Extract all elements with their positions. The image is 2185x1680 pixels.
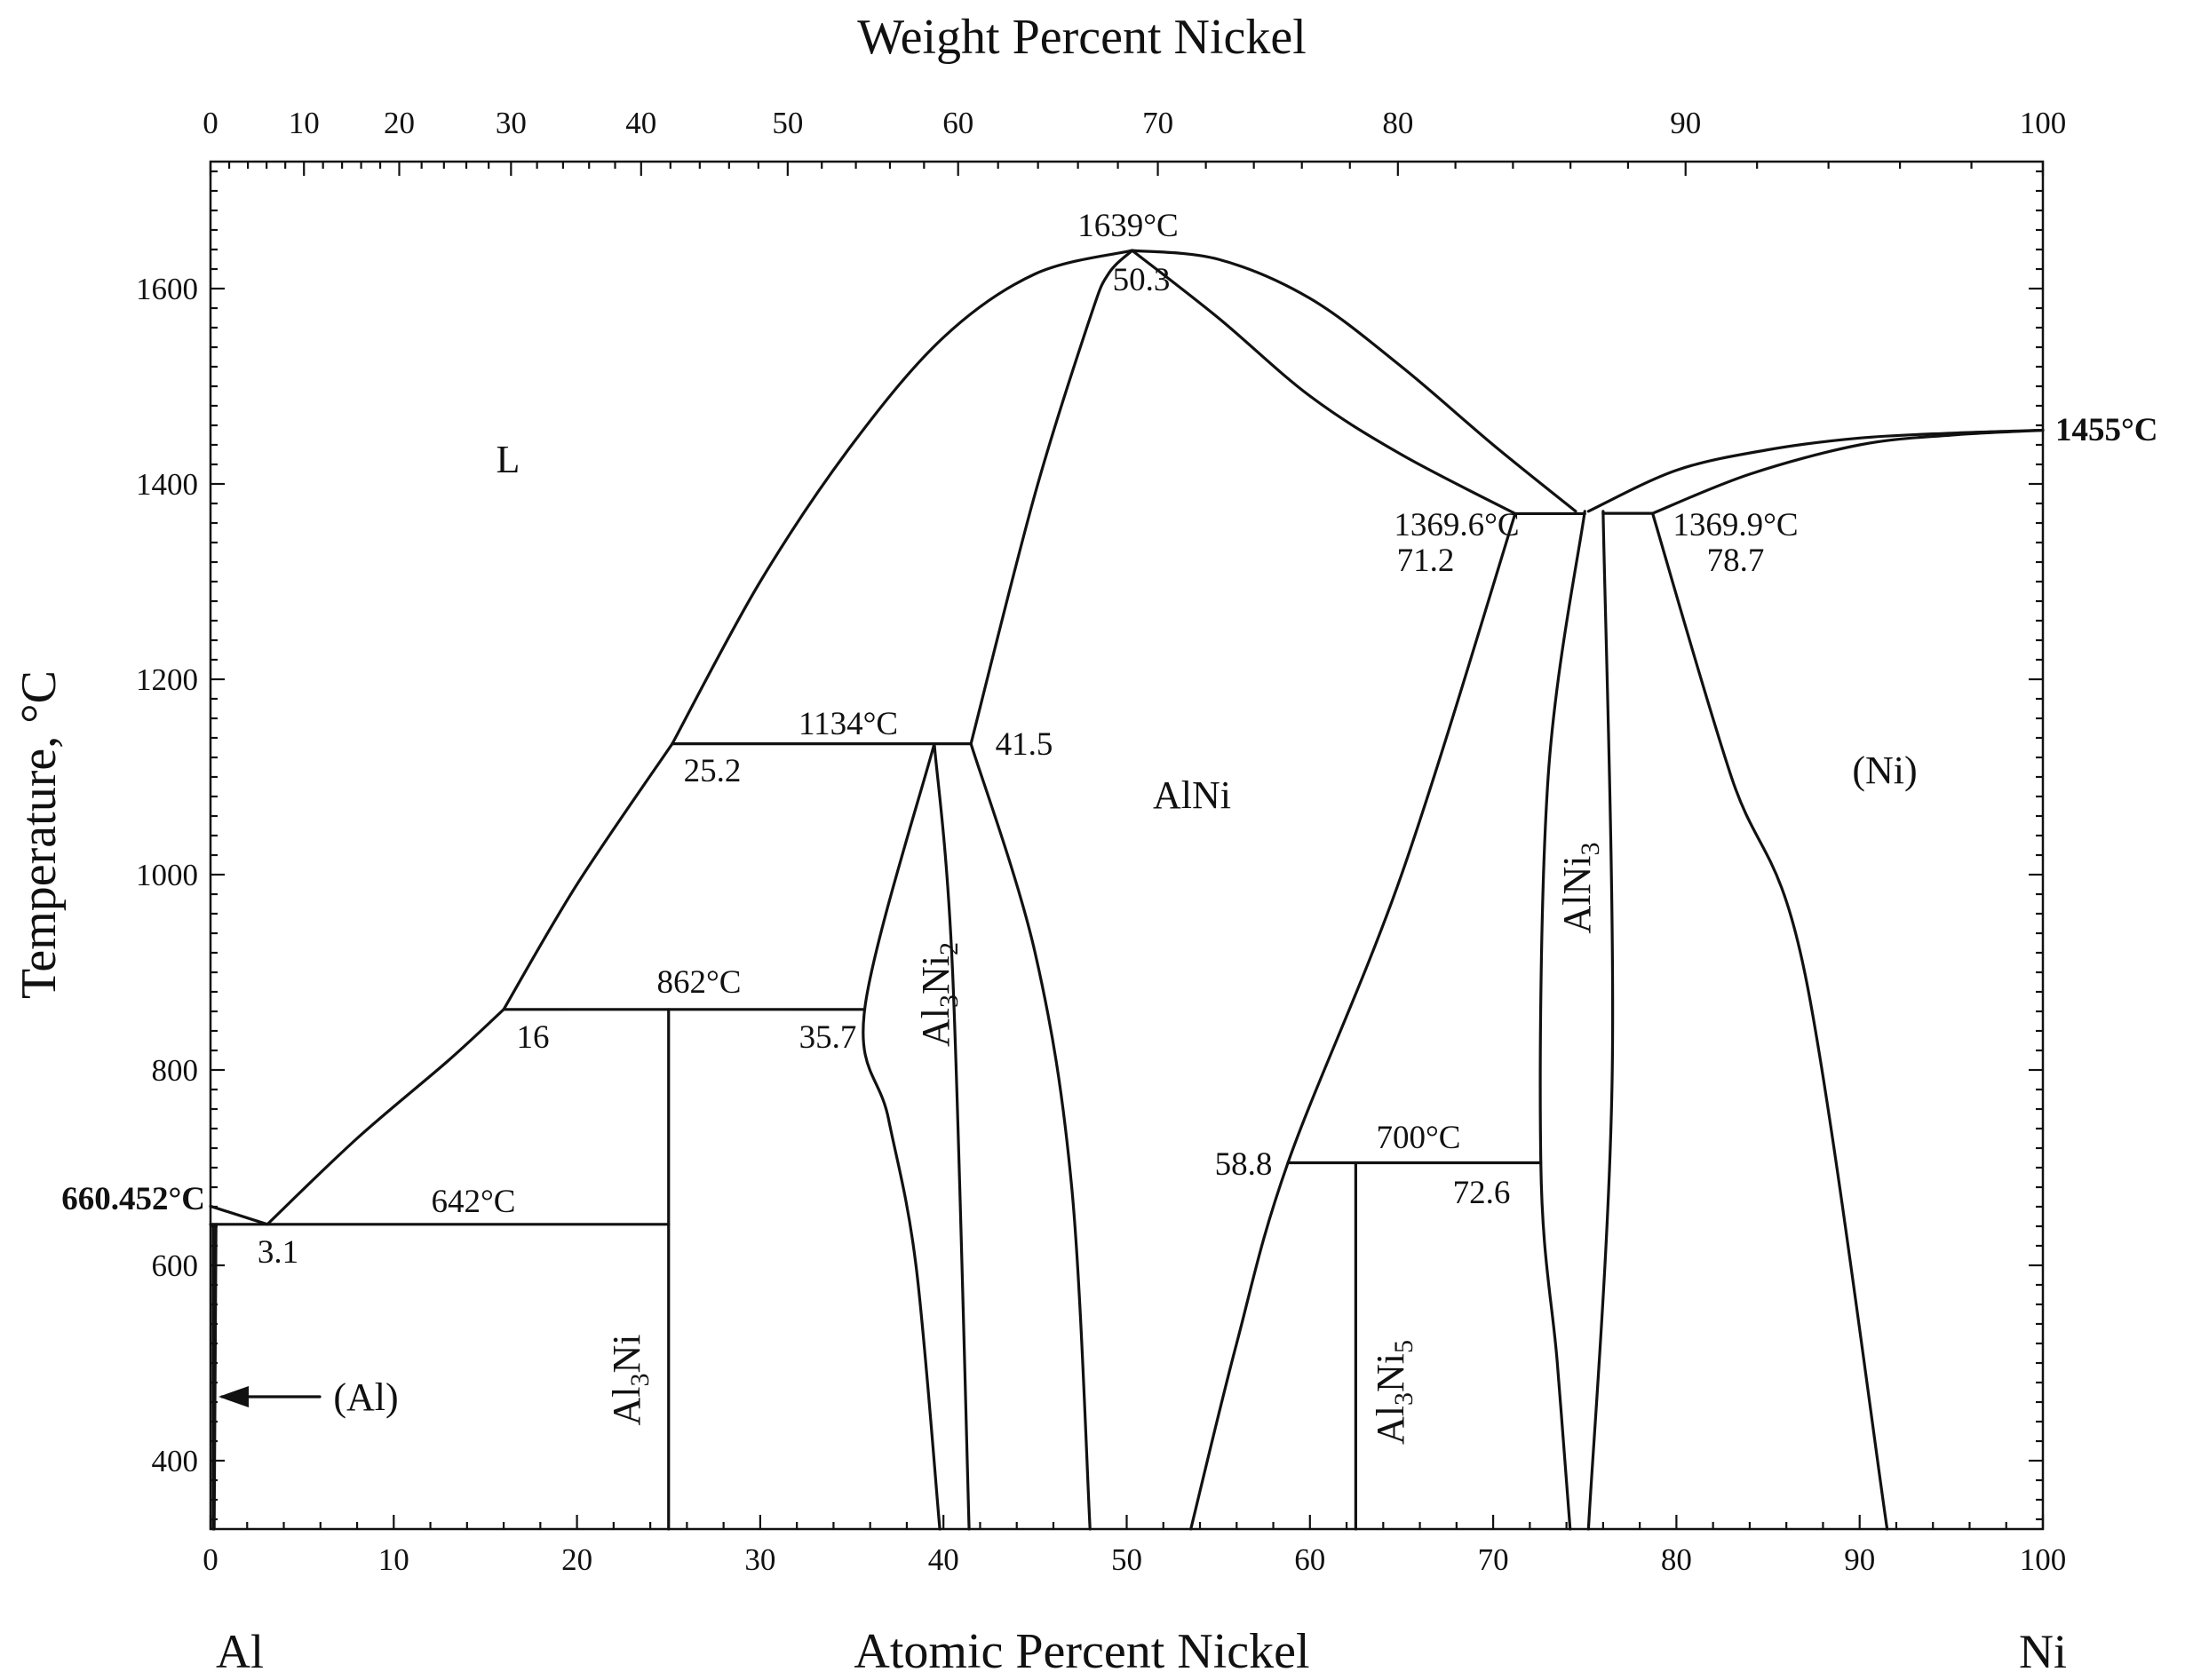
phase-label-al: (Al): [333, 1375, 398, 1419]
end-label-ni: Ni: [2019, 1625, 2067, 1678]
boundary-liquidus-alni-right: [1131, 249, 1577, 513]
y-tick-label: 1600: [136, 272, 198, 306]
x-tick-label: 60: [1294, 1542, 1325, 1577]
y-axis-title: Temperature, °C: [12, 670, 67, 999]
axis-ticks: 0 10 20 30 40 50 60 70 80 90 1000 10 20 30 40 50 60 70 80 9…: [136, 106, 2066, 1577]
x2-tick-label: 40: [625, 106, 656, 140]
boundary-alni3-left: [1538, 510, 1586, 1531]
isotherm-label-1639: 1639°C: [1077, 208, 1178, 244]
phase-label-alni: AlNi: [1153, 773, 1231, 817]
boundary-ni-solvus: [1650, 511, 1889, 1531]
boundary-liquidus-al3ni: [266, 1008, 505, 1226]
boundary-alni-solidus-left: [969, 249, 1134, 746]
boundary-solidus-alni-right: [1131, 249, 1517, 516]
x-tick-label: 20: [561, 1542, 592, 1577]
x-tick-label: 100: [2020, 1542, 2067, 1577]
x-tick-label: 90: [1844, 1542, 1875, 1577]
x2-tick-label: 70: [1142, 106, 1173, 140]
phase-label-liquid: L: [497, 438, 520, 481]
phase-label-al3ni5: Al3Ni5: [1369, 1340, 1418, 1445]
x-tick-label: 80: [1661, 1542, 1692, 1577]
y-tick-label: 800: [152, 1053, 199, 1088]
boundary-al3ni2-right: [933, 742, 971, 1531]
melting-point-al: 660.452°C: [61, 1181, 205, 1217]
isotherm-label-642: 642°C: [432, 1184, 516, 1220]
x2-axis-title: Weight Percent Nickel: [857, 10, 1307, 65]
y-tick-label: 1000: [136, 858, 198, 892]
plot-frame: [209, 160, 2045, 1531]
boundary-liquidus-al-dip: [209, 1204, 269, 1226]
composition-label-71-2: 71.2: [1397, 543, 1455, 579]
y-tick-label: 600: [152, 1248, 199, 1283]
y-tick-label: 400: [152, 1444, 199, 1478]
x-tick-label: 40: [928, 1542, 959, 1577]
phase-boundaries: [209, 249, 2045, 1531]
composition-label-16: 16: [517, 1019, 550, 1056]
x2-tick-label: 20: [384, 106, 415, 140]
boundary-solidus-ni: [1650, 428, 2045, 515]
x2-tick-label: 50: [772, 106, 803, 140]
x-tick-label: 10: [378, 1542, 409, 1577]
x2-tick-label: 60: [942, 106, 973, 140]
isotherm-label-700: 700°C: [1377, 1120, 1461, 1156]
x2-tick-label: 30: [496, 106, 527, 140]
composition-label-72-6: 72.6: [1453, 1175, 1511, 1211]
melting-point-ni: 1455°C: [2055, 412, 2158, 448]
composition-label-58-8: 58.8: [1215, 1146, 1273, 1183]
x-axis-title: Atomic Percent Nickel: [854, 1624, 1309, 1679]
composition-label-41-5: 41.5: [996, 726, 1053, 763]
x2-tick-label: 100: [2020, 106, 2067, 140]
x-tick-label: 0: [203, 1542, 218, 1577]
phase-label-alni3: AlNi3: [1555, 843, 1605, 934]
x-tick-label: 50: [1111, 1542, 1142, 1577]
isotherm-label-1369-6: 1369.6°C: [1394, 507, 1519, 543]
boundary-al3ni2-left: [862, 742, 942, 1531]
composition-label-25-2: 25.2: [684, 753, 742, 789]
boundary-liquidus-al3ni2: [502, 742, 674, 1011]
boundary-alni-solvus-left: [969, 742, 1092, 1531]
phase-label-ni: (Ni): [1852, 749, 1917, 792]
isotherm-label-1369-9: 1369.9°C: [1673, 507, 1798, 543]
boundary-liquidus-ni: [1586, 428, 2045, 513]
boundary-alni3-right: [1586, 510, 1615, 1531]
x2-tick-label: 90: [1670, 106, 1701, 140]
x2-tick-label: 10: [289, 106, 320, 140]
al-phase-arrow: [218, 1386, 322, 1407]
composition-label-35-7: 35.7: [799, 1019, 857, 1056]
phase-label-al3ni: Al3Ni: [605, 1335, 655, 1426]
boundary-liquidus-alni-left: [671, 249, 1134, 746]
x-tick-label: 30: [744, 1542, 775, 1577]
composition-label-78-7: 78.7: [1707, 543, 1765, 579]
phase-label-al3ni2: Al3Ni2: [914, 942, 964, 1047]
isotherm-label-1134: 1134°C: [799, 706, 898, 742]
x2-tick-label: 80: [1382, 106, 1413, 140]
composition-label-50-3: 50.3: [1113, 262, 1171, 298]
end-label-al: Al: [216, 1625, 264, 1678]
y-tick-label: 1400: [136, 467, 198, 502]
x-tick-label: 70: [1478, 1542, 1509, 1577]
isotherm-label-862: 862°C: [657, 964, 742, 1001]
boundary-alni-solvus-right: [1189, 511, 1517, 1531]
y-tick-label: 1200: [136, 662, 198, 697]
x2-tick-label: 0: [203, 106, 218, 140]
composition-label-3-1: 3.1: [258, 1234, 298, 1271]
